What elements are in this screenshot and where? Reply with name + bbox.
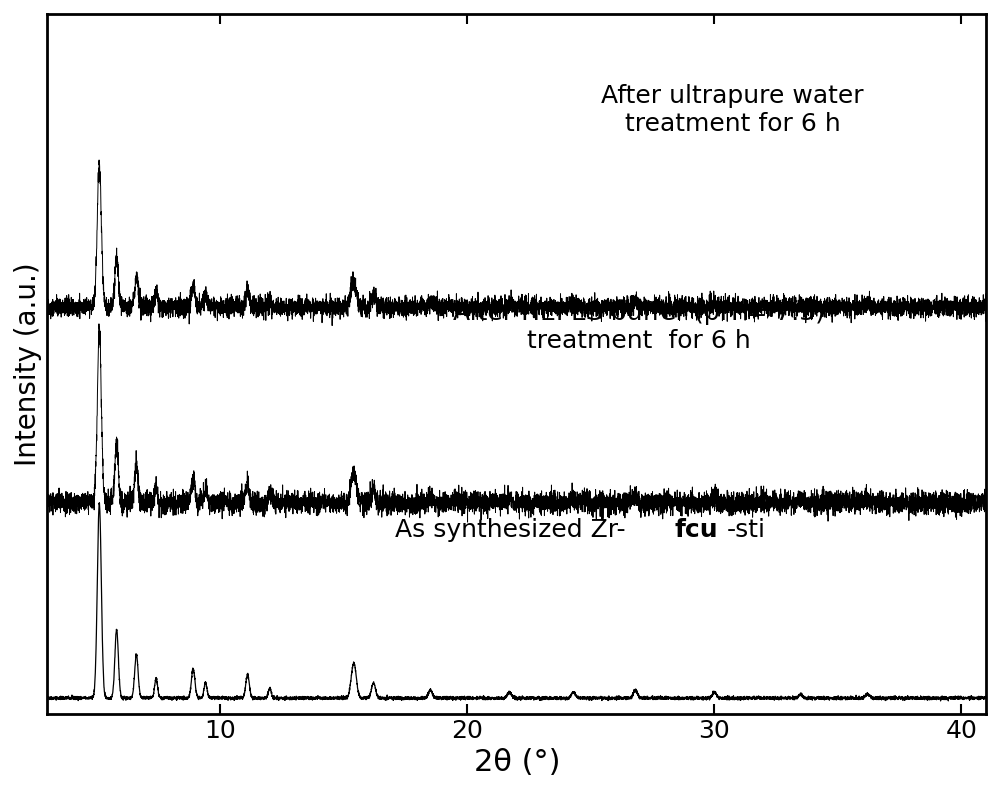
Text: After ultrapure water
treatment for 6 h: After ultrapure water treatment for 6 h [601, 84, 864, 136]
Y-axis label: Intensity (a.u.): Intensity (a.u.) [14, 262, 42, 466]
Text: -sti: -sti [727, 518, 766, 542]
Text: After HEPES buffer (pH = 7.3)
treatment  for 6 h: After HEPES buffer (pH = 7.3) treatment … [453, 301, 825, 353]
X-axis label: 2θ (°): 2θ (°) [474, 748, 560, 777]
Text: As synthesized Zr-: As synthesized Zr- [395, 518, 625, 542]
Text: fcu: fcu [674, 518, 718, 542]
